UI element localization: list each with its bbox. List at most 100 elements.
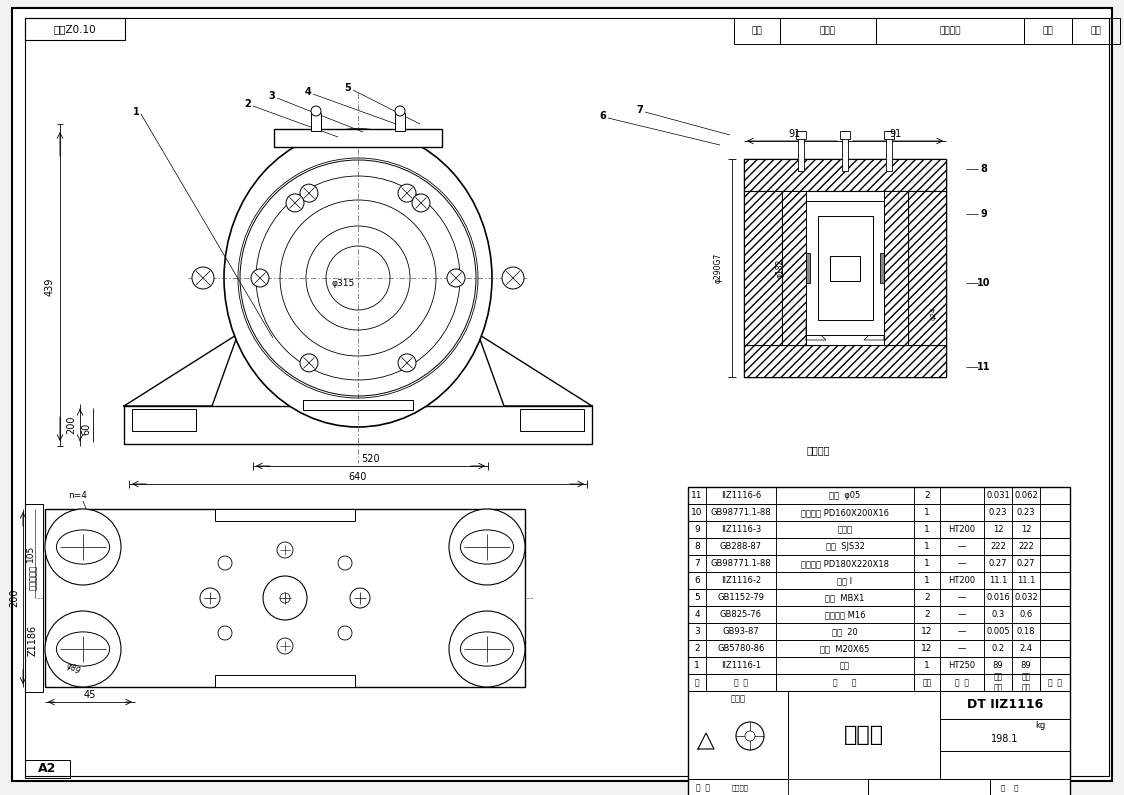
Text: 2: 2 [924,593,930,602]
Bar [914,521,940,538]
Text: 2.4: 2.4 [1019,644,1033,653]
Text: 0.23: 0.23 [989,508,1007,517]
Circle shape [447,269,465,287]
Text: —: — [958,644,967,653]
Text: 12: 12 [992,525,1004,534]
Text: 7: 7 [695,559,700,568]
Text: GB98771.1-88: GB98771.1-88 [710,508,771,517]
Text: 11.1: 11.1 [989,576,1007,585]
Text: 轴盖  φ05: 轴盖 φ05 [830,491,861,500]
Text: kg: kg [1035,720,1045,730]
Circle shape [300,184,318,202]
Circle shape [338,556,352,570]
Text: 4: 4 [305,87,311,97]
Text: 0.23: 0.23 [1017,508,1035,517]
Text: 439: 439 [45,277,55,296]
Text: 9: 9 [980,209,987,219]
Text: 序: 序 [695,678,699,687]
Text: 8: 8 [980,164,988,174]
Bar [940,640,984,657]
Bar [688,572,706,589]
Text: 12: 12 [922,627,933,636]
Bar [817,216,872,320]
Text: 1: 1 [695,661,700,670]
Text: HT200: HT200 [949,525,976,534]
Text: 91: 91 [788,129,800,139]
Bar [1012,606,1040,623]
Bar [776,487,914,504]
Text: 89: 89 [1021,661,1032,670]
Bar [940,751,1070,779]
Text: GB1152-79: GB1152-79 [717,593,764,602]
Text: 3: 3 [269,91,275,101]
Circle shape [502,267,524,289]
Circle shape [285,194,303,212]
Circle shape [300,354,318,372]
Text: 5: 5 [695,593,700,602]
Bar [788,691,940,779]
Bar [1040,674,1070,691]
Ellipse shape [461,632,514,666]
Bar [688,657,1070,674]
Text: 1: 1 [924,542,930,551]
Bar [688,521,1070,538]
Text: 105: 105 [26,545,35,562]
Text: 0.18: 0.18 [1017,627,1035,636]
Circle shape [398,184,416,202]
Text: 520: 520 [361,454,379,464]
Text: 0.031: 0.031 [986,491,1009,500]
Text: 吸环螺钉 M16: 吸环螺钉 M16 [825,610,865,619]
Text: 12: 12 [1021,525,1031,534]
Text: 10: 10 [691,508,702,517]
Text: φ290G7: φ290G7 [714,253,723,283]
Bar [706,521,776,538]
Bar [914,572,940,589]
Bar [914,623,940,640]
Text: A2: A2 [38,762,56,775]
Bar [688,674,1070,691]
Bar [688,623,1070,640]
Bar [688,504,706,521]
Text: n=4: n=4 [69,491,88,499]
Text: IIZ1116-6: IIZ1116-6 [720,491,761,500]
Circle shape [736,722,764,750]
Text: 迷宫 I: 迷宫 I [837,576,853,585]
Text: φ315: φ315 [332,278,355,288]
Bar [1012,657,1040,674]
Bar [940,719,1070,751]
Bar [1040,572,1070,589]
Text: 轴承座: 轴承座 [844,725,885,745]
Bar [215,509,355,521]
Text: 1: 1 [924,508,930,517]
Text: φ89: φ89 [64,661,82,677]
Circle shape [45,509,121,585]
Circle shape [277,638,293,654]
Bar [914,538,940,555]
Text: 200: 200 [9,589,19,607]
Circle shape [192,267,214,289]
Bar [303,400,413,410]
Bar [1040,657,1070,674]
Text: 1: 1 [924,559,930,568]
Bar [688,779,788,795]
Text: 签名: 签名 [1043,26,1053,36]
Text: —: — [958,593,967,602]
Bar [984,487,1012,504]
Text: 0.062: 0.062 [1014,491,1037,500]
Text: 4: 4 [695,610,700,619]
Text: —: — [958,610,967,619]
Text: 8: 8 [695,542,700,551]
Bar [1012,623,1040,640]
Text: 45: 45 [84,690,97,700]
Bar [798,131,804,171]
Text: 0.032: 0.032 [1014,593,1037,602]
Text: 2: 2 [924,491,930,500]
Bar [274,129,442,147]
Bar [776,606,914,623]
Text: 0.27: 0.27 [1017,559,1035,568]
Text: 11: 11 [977,362,990,372]
Circle shape [218,626,232,640]
Text: 91: 91 [889,129,901,139]
Bar [908,191,946,345]
Text: 日期: 日期 [1090,26,1102,36]
